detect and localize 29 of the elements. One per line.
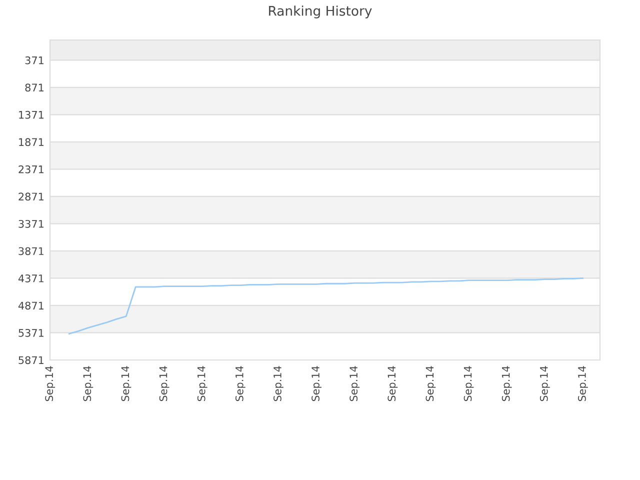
y-tick-label: 2371 xyxy=(18,165,44,174)
chart-title: Ranking History xyxy=(269,6,372,18)
x-tick-label: Sep.14 xyxy=(197,366,208,402)
y-tick-label: 2871 xyxy=(18,192,44,201)
x-tick-label: Sep.14 xyxy=(578,366,588,402)
y-tick-label: 3371 xyxy=(18,220,44,228)
y-tick-label: 3871 xyxy=(18,247,44,256)
y-tick-label: 871 xyxy=(25,84,44,92)
y-tick-label: 1871 xyxy=(19,138,44,146)
x-tick-label: Sep.14 xyxy=(159,366,170,402)
x-tick-label: Sep.14 xyxy=(83,366,94,402)
x-tick-label: Sep.14 xyxy=(312,366,322,402)
y-tick-label: 5871 xyxy=(18,356,44,364)
y-tick-label: 4871 xyxy=(18,302,44,310)
y-tick-label: 5371 xyxy=(18,328,44,337)
y-tick-label: 4371 xyxy=(18,274,44,282)
x-tick-label: Sep.14 xyxy=(540,366,550,402)
x-tick-label: Sep.14 xyxy=(274,366,284,402)
x-tick-label: Sep.14 xyxy=(121,366,132,402)
x-tick-label: Sep.14 xyxy=(502,366,512,402)
x-tick-label: Sep.14 xyxy=(45,366,56,402)
x-tick-label: Sep.14 xyxy=(464,366,474,402)
y-tick-label: 371 xyxy=(25,56,44,64)
x-tick-label: Sep.14 xyxy=(235,366,246,402)
y-tick-label: 1371 xyxy=(19,110,44,119)
x-tick-label: Sep.14 xyxy=(350,366,360,402)
line-series xyxy=(68,277,584,334)
x-tick-label: Sep.14 xyxy=(388,366,398,402)
x-tick-label: Sep.14 xyxy=(426,366,436,402)
